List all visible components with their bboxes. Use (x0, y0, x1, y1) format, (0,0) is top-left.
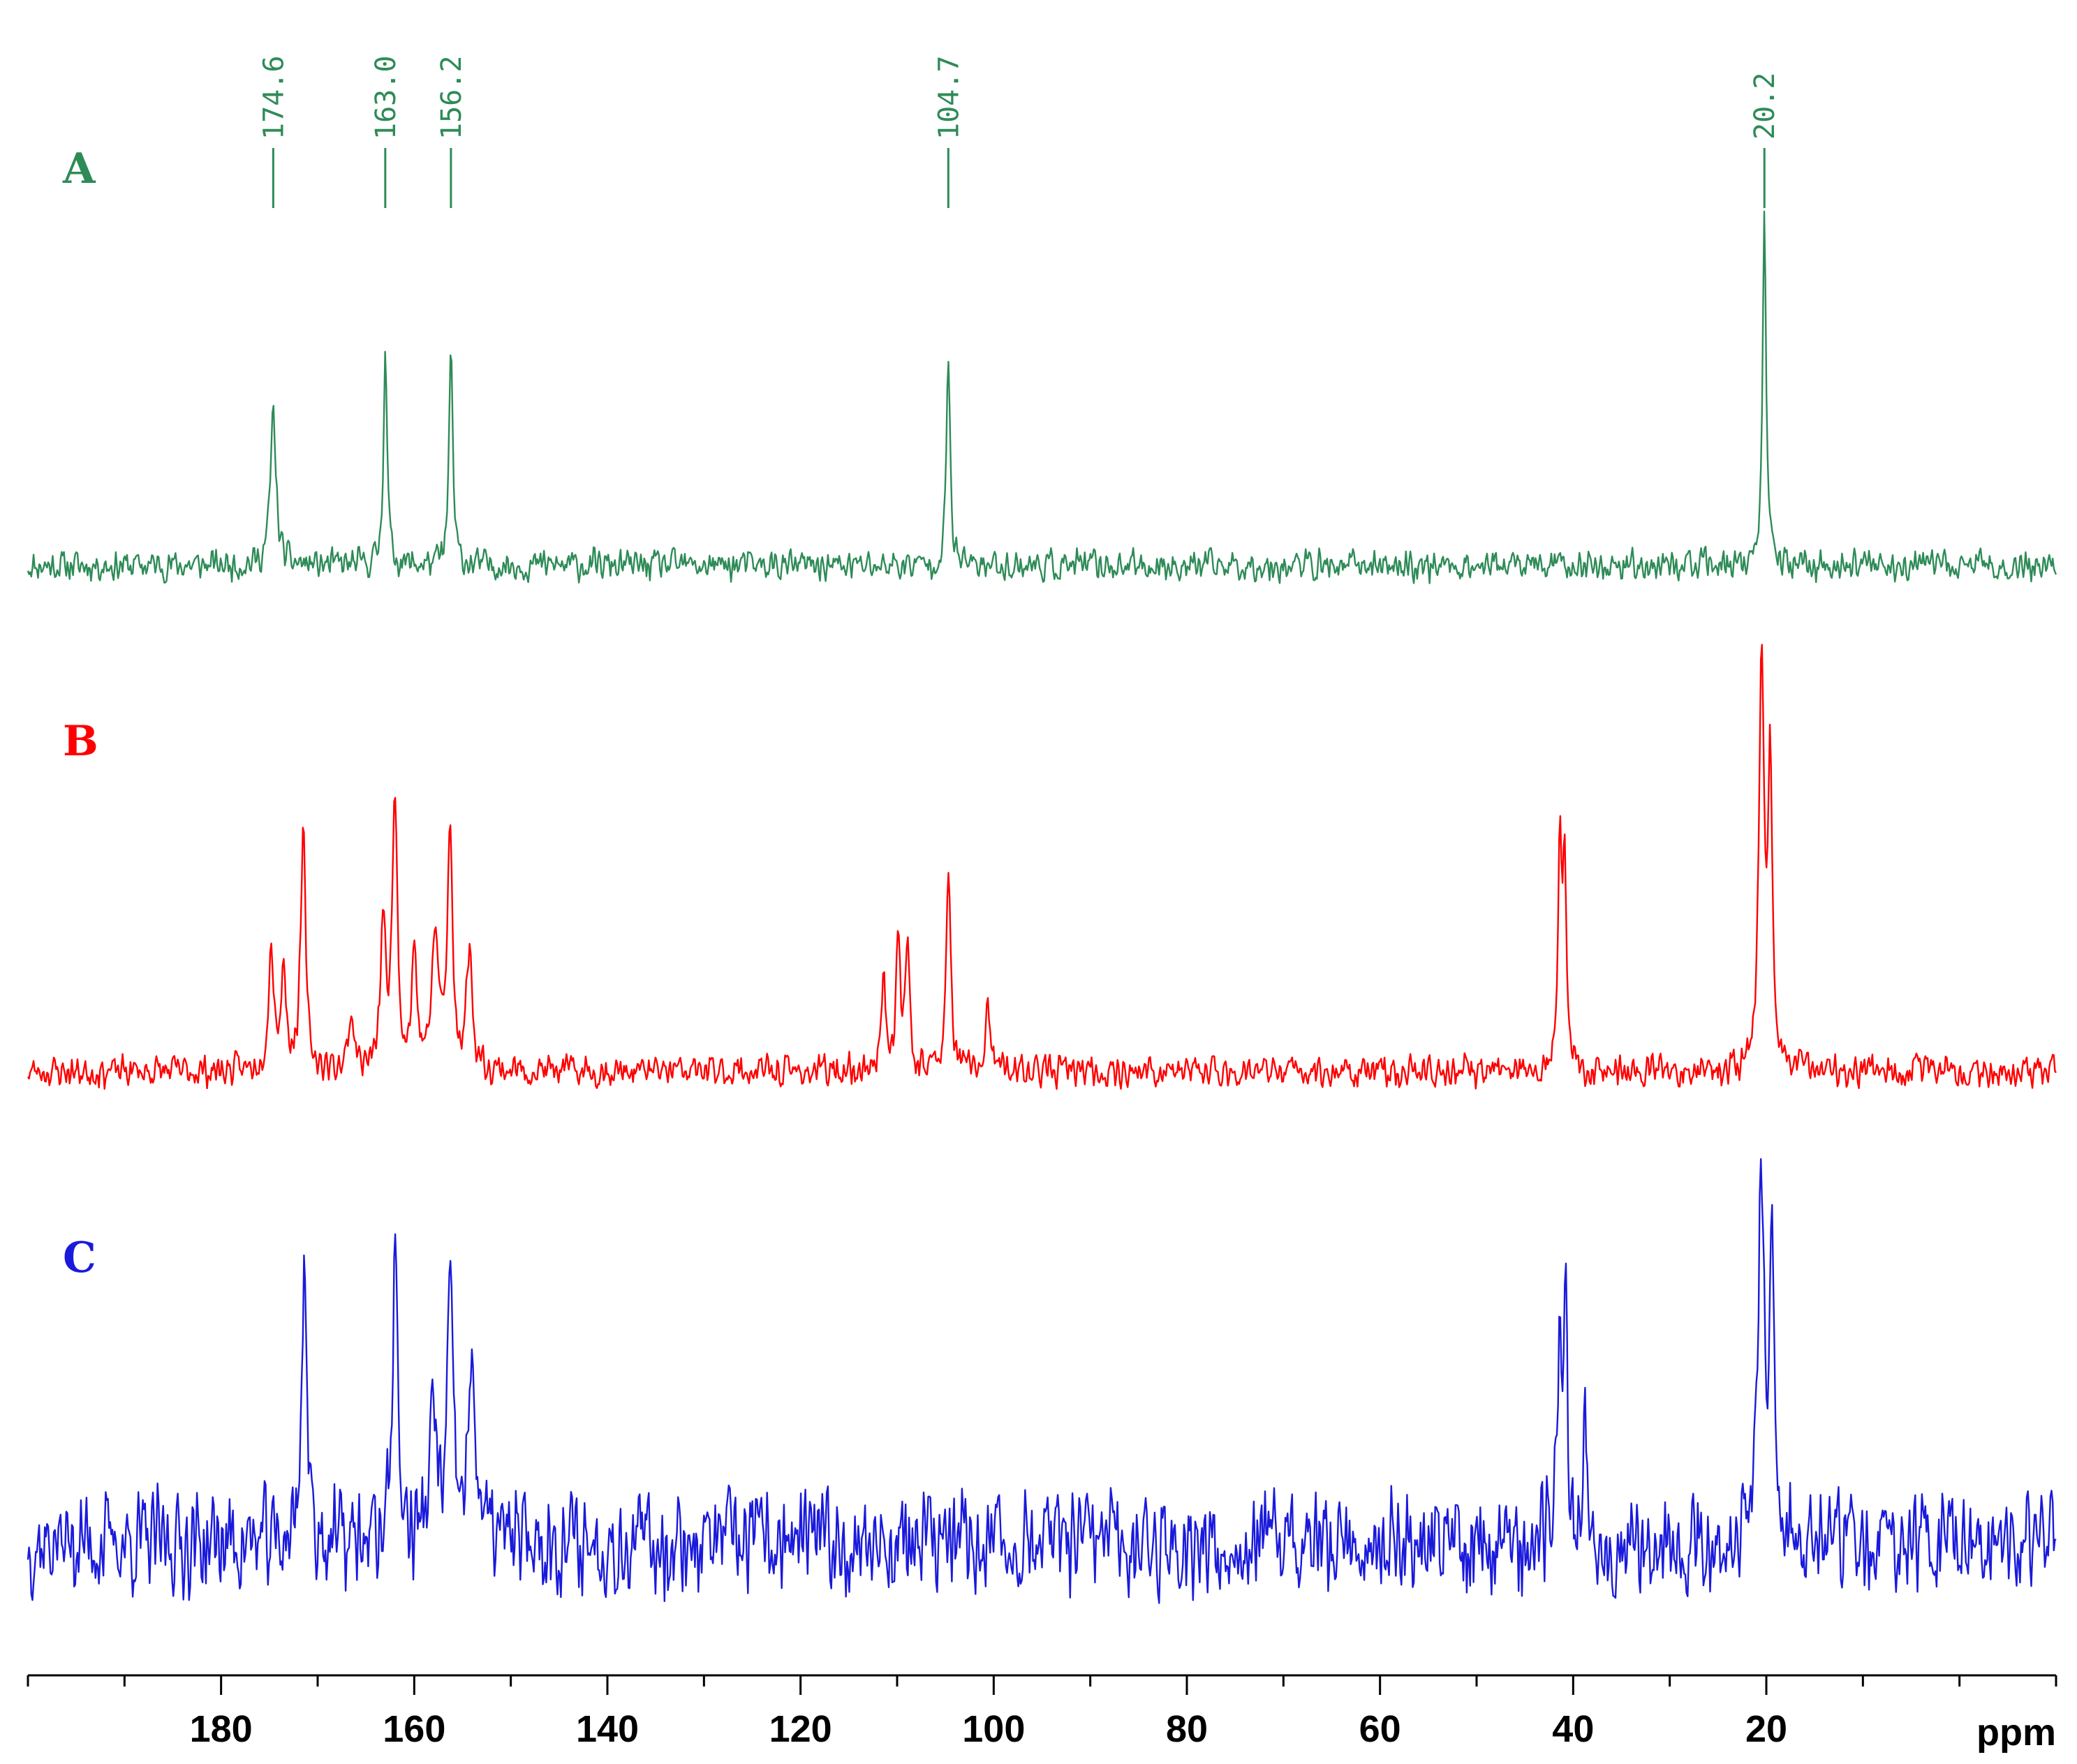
tick-label: 40 (1552, 1708, 1594, 1750)
spectrum-line-b (27, 644, 2057, 1090)
spectrum-line-c (27, 1158, 2057, 1604)
x-axis: 180 160 140 120 100 80 60 40 20 ppm (27, 1674, 2057, 1754)
trace-label-c: C (63, 1233, 96, 1282)
peak-label: 104.7 (933, 56, 965, 140)
peak-label: 174.6 (258, 56, 290, 140)
tick-label: 80 (1166, 1708, 1208, 1750)
tick-label: 20 (1745, 1708, 1787, 1750)
spectrum-traces (27, 210, 2057, 1604)
tick-label: 160 (383, 1708, 445, 1750)
tick-label: 100 (962, 1708, 1025, 1750)
spectrum-line-a (27, 210, 2057, 584)
peak-label: 20.2 (1749, 73, 1781, 140)
tick-label: 180 (190, 1708, 253, 1750)
peak-label: 163.0 (370, 56, 402, 140)
x-axis-unit-label: ppm (1976, 1712, 2056, 1754)
tick-label: 140 (576, 1708, 639, 1750)
tick-label: 120 (769, 1708, 832, 1750)
trace-label-b: B (63, 717, 98, 766)
peak-label: 156.2 (436, 56, 468, 140)
peak-annotations: 174.6 163.0 156.2 104.7 20.2 (258, 56, 1781, 208)
x-axis-ticks: 180 160 140 120 100 80 60 40 20 (27, 1675, 2057, 1750)
trace-labels: A B C (62, 144, 98, 1282)
trace-label-a: A (62, 144, 96, 193)
tick-label: 60 (1359, 1708, 1401, 1750)
